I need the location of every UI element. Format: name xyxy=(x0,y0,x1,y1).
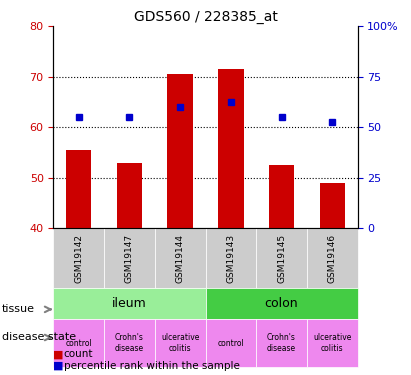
Text: percentile rank within the sample: percentile rank within the sample xyxy=(64,361,240,370)
FancyBboxPatch shape xyxy=(256,319,307,368)
Text: control: control xyxy=(65,339,92,348)
FancyBboxPatch shape xyxy=(53,319,104,368)
Text: Crohn's
disease: Crohn's disease xyxy=(115,333,144,353)
Text: Crohn's
disease: Crohn's disease xyxy=(267,333,296,353)
FancyBboxPatch shape xyxy=(155,228,206,288)
Title: GDS560 / 228385_at: GDS560 / 228385_at xyxy=(134,10,277,24)
FancyBboxPatch shape xyxy=(256,228,307,288)
Bar xyxy=(269,165,294,228)
Text: control: control xyxy=(217,339,244,348)
FancyBboxPatch shape xyxy=(206,319,256,368)
Text: ulcerative
colitis: ulcerative colitis xyxy=(313,333,351,353)
Bar xyxy=(218,69,243,228)
Bar xyxy=(66,150,91,228)
Bar xyxy=(168,74,193,228)
Text: count: count xyxy=(64,350,93,359)
FancyBboxPatch shape xyxy=(307,228,358,288)
Text: ■: ■ xyxy=(53,361,64,370)
FancyBboxPatch shape xyxy=(53,288,206,319)
Text: colon: colon xyxy=(265,297,298,310)
Text: GSM19143: GSM19143 xyxy=(226,234,236,283)
Text: ulcerative
colitis: ulcerative colitis xyxy=(161,333,199,353)
FancyBboxPatch shape xyxy=(206,228,256,288)
FancyBboxPatch shape xyxy=(53,228,104,288)
Text: GSM19146: GSM19146 xyxy=(328,234,337,283)
FancyBboxPatch shape xyxy=(155,319,206,368)
Bar xyxy=(117,163,142,228)
Text: ■: ■ xyxy=(53,350,64,359)
Text: GSM19147: GSM19147 xyxy=(125,234,134,283)
Text: GSM19142: GSM19142 xyxy=(74,234,83,283)
Bar xyxy=(319,183,345,228)
FancyBboxPatch shape xyxy=(104,228,155,288)
Text: disease state: disease state xyxy=(2,333,76,342)
Text: tissue: tissue xyxy=(2,304,35,314)
Text: GSM19145: GSM19145 xyxy=(277,234,286,283)
Text: GSM19144: GSM19144 xyxy=(175,234,185,283)
FancyBboxPatch shape xyxy=(104,319,155,368)
Text: ileum: ileum xyxy=(112,297,147,310)
FancyBboxPatch shape xyxy=(206,288,358,319)
FancyBboxPatch shape xyxy=(307,319,358,368)
